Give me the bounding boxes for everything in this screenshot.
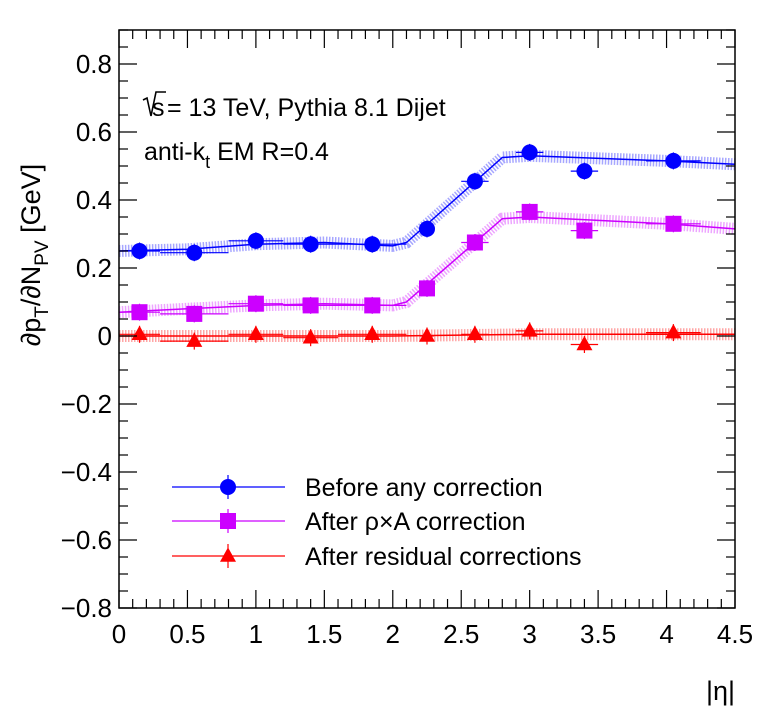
- sqrt-sign: [142, 91, 166, 117]
- y-tick-label: 0.4: [76, 185, 112, 215]
- data-point: [466, 173, 483, 190]
- data-point: [466, 234, 483, 251]
- x-tick-label: 3: [522, 619, 536, 649]
- legend-entry: After ρ×A correction: [305, 508, 526, 536]
- uncertainty-bands: [118, 149, 736, 342]
- y-tick-label: −0.4: [61, 457, 112, 487]
- x-tick-label: 1: [249, 619, 263, 649]
- x-tick-label: 4.5: [717, 619, 753, 649]
- data-point: [186, 244, 203, 261]
- data-point: [419, 220, 435, 237]
- y-tick-label: 0.2: [76, 253, 112, 283]
- data-point: [131, 243, 148, 259]
- data-point: [302, 236, 319, 253]
- data-point: [302, 297, 319, 314]
- y-tick-label: 0.6: [76, 117, 112, 147]
- data-point: [186, 332, 203, 347]
- data-point: [364, 236, 381, 253]
- data-point: [466, 325, 483, 341]
- data-point: [364, 325, 381, 341]
- data-point: [186, 305, 203, 322]
- data-point: [419, 280, 435, 297]
- data-point: [521, 203, 538, 220]
- x-tick-label: 0.5: [169, 619, 205, 649]
- data-point: [220, 513, 236, 529]
- y-tick-label: 0: [98, 321, 112, 351]
- data-point: [665, 323, 682, 339]
- axis-ticks: [118, 29, 736, 609]
- x-tick-label: 4: [659, 619, 673, 649]
- algo-rest: EM R=0.4: [210, 138, 329, 166]
- tick-labels: 0 0.5 1 1.5 2 2.5 3 3.5 4 4.5 −0.8 −0.6 −0.4 −0.2 0 0.2…: [61, 49, 753, 649]
- data-point: [576, 335, 593, 351]
- data-point: [220, 479, 236, 495]
- x-tick-label: 2: [386, 619, 400, 649]
- data-point: [247, 325, 264, 341]
- y-axis-title: ∂pT/∂NPV [GeV]: [16, 164, 53, 346]
- x-axis-title: |η|: [706, 676, 735, 706]
- data-point: [131, 304, 148, 321]
- annotation-energy: s = 13 TeV, Pythia 8.1 Dijet: [142, 91, 446, 122]
- y-tick-label: 0.8: [76, 49, 112, 79]
- x-tick-label: 3.5: [580, 619, 616, 649]
- data-point: [364, 297, 381, 314]
- y-tick-label: −0.8: [61, 593, 112, 623]
- legend-entry: After residual corrections: [305, 543, 582, 571]
- x-tick-label: 0: [112, 619, 126, 649]
- y-tick-label: −0.6: [61, 525, 112, 555]
- x-tick-label: 2.5: [443, 619, 479, 649]
- data-point: [302, 329, 319, 344]
- legend-entry: Before any correction: [305, 474, 543, 502]
- data-point: [220, 547, 236, 562]
- data-point: [521, 144, 538, 161]
- y-tick-label: −0.2: [61, 389, 112, 419]
- x-tick-label: 1.5: [306, 619, 342, 649]
- algo-sub: t: [205, 152, 210, 172]
- data-point: [419, 327, 435, 342]
- data-point: [247, 232, 264, 249]
- data-point: [576, 163, 593, 180]
- annotation-algorithm: anti-kt EM R=0.4: [144, 138, 329, 172]
- data-point: [665, 215, 682, 232]
- algo-text: anti-kt EM R=0.4: [144, 138, 329, 172]
- data-point: [247, 295, 264, 312]
- data-point: [131, 325, 148, 341]
- data-point: [521, 322, 538, 337]
- data-series: [119, 143, 701, 353]
- data-point: [576, 222, 593, 239]
- fit-line: [118, 216, 736, 313]
- legend: Before any correction After ρ×A correctio…: [172, 474, 582, 571]
- algo-prefix: anti-k: [144, 138, 206, 166]
- data-point: [665, 152, 682, 169]
- energy-text: = 13 TeV, Pythia 8.1 Dijet: [167, 94, 446, 122]
- energy-s: s: [152, 94, 165, 122]
